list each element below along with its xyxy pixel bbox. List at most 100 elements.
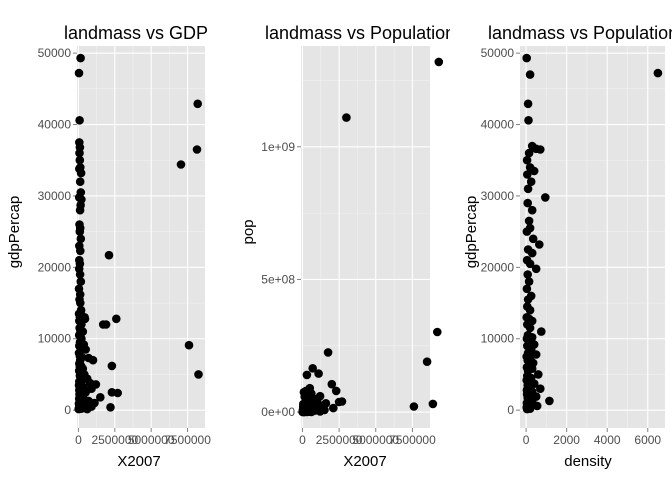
data-point xyxy=(82,404,92,414)
data-point xyxy=(176,160,186,169)
data-point xyxy=(75,270,85,279)
data-point xyxy=(523,184,533,194)
data-point xyxy=(535,240,544,249)
data-point xyxy=(525,305,535,315)
data-point xyxy=(522,155,532,165)
data-point xyxy=(428,399,438,409)
data-point xyxy=(106,403,115,412)
data-point xyxy=(329,403,338,413)
y-tick-label: 50000 xyxy=(38,46,72,60)
data-point xyxy=(523,270,532,279)
x-tick-label: 2500000 xyxy=(91,433,138,447)
data-point xyxy=(528,234,538,244)
data-point xyxy=(523,170,532,179)
x-tick-label: 7500000 xyxy=(389,433,436,447)
scatter-points xyxy=(522,53,663,414)
data-point xyxy=(75,155,85,165)
data-point xyxy=(104,250,114,260)
data-point xyxy=(537,327,546,336)
data-point xyxy=(523,198,532,208)
data-point xyxy=(88,355,98,365)
x-tick-label: 7500000 xyxy=(164,433,211,447)
y-tick-label: 0 xyxy=(507,403,514,417)
y-axis-label: gdpPercap xyxy=(6,196,23,269)
data-point xyxy=(184,340,194,350)
data-point xyxy=(409,402,419,411)
data-point xyxy=(76,168,86,178)
data-point xyxy=(307,407,316,417)
data-point xyxy=(76,234,86,244)
data-point xyxy=(76,246,85,256)
data-point xyxy=(531,264,541,274)
data-point xyxy=(526,177,536,186)
x-axis-label: density xyxy=(564,453,612,470)
x-tick-label: 0 xyxy=(299,433,306,447)
y-tick-label: 20000 xyxy=(481,260,515,274)
plot-background xyxy=(520,46,665,428)
y-tick-label: 0 xyxy=(64,403,71,417)
x-axis-label: X2007 xyxy=(117,453,160,470)
panel-density-vs-gdp: gdpPercap density 0100002000030000400005… xyxy=(463,23,672,470)
data-point xyxy=(524,148,534,158)
plot-background xyxy=(77,46,205,428)
data-point xyxy=(534,370,543,379)
x-axis-label: X2007 xyxy=(343,453,386,470)
data-point xyxy=(302,370,312,380)
data-point xyxy=(192,145,202,154)
data-point xyxy=(536,145,545,154)
data-point xyxy=(541,193,550,202)
data-point xyxy=(314,369,323,378)
data-point xyxy=(522,284,532,294)
x-tick-label: 2000 xyxy=(553,433,580,447)
data-point xyxy=(74,404,83,414)
data-point xyxy=(524,277,534,286)
data-point xyxy=(74,68,84,78)
data-point xyxy=(522,227,532,236)
x-tick-label: 5000000 xyxy=(352,433,399,447)
gridlines xyxy=(301,46,430,428)
data-point xyxy=(422,357,432,367)
data-point xyxy=(532,401,542,411)
data-point xyxy=(75,205,85,215)
data-point xyxy=(529,166,539,176)
data-point xyxy=(76,277,86,286)
data-point xyxy=(75,148,84,158)
y-tick-label: 0e+00 xyxy=(261,405,295,419)
x-tick-label: 0 xyxy=(75,433,82,447)
x-tick-label: 0 xyxy=(523,433,530,447)
scatter-points xyxy=(74,53,203,414)
data-point xyxy=(331,386,341,396)
data-point xyxy=(524,216,534,226)
panel-landmass-vs-gdp: gdpPercap X2007 0 10000 20000 30000 40000 500… xyxy=(6,23,211,470)
x-tick-label: 4000 xyxy=(594,433,621,447)
chart-title: landmass vs Population xyxy=(488,23,672,43)
data-point xyxy=(75,177,85,186)
data-point xyxy=(334,397,344,407)
x-tick-label: 5000000 xyxy=(128,433,175,447)
y-tick-label: 40000 xyxy=(38,118,72,132)
data-point xyxy=(525,259,535,269)
data-point xyxy=(653,68,663,78)
y-axis-label: gdpPercap xyxy=(463,196,480,269)
data-point xyxy=(76,53,85,63)
data-point xyxy=(101,320,111,329)
y-axis-label: pop xyxy=(240,219,257,244)
data-point xyxy=(536,384,545,394)
scatter-points xyxy=(298,57,444,417)
data-point xyxy=(76,298,85,308)
data-point xyxy=(299,407,309,417)
plot-background xyxy=(301,46,430,428)
data-point xyxy=(81,345,90,354)
data-point xyxy=(315,407,325,416)
data-point xyxy=(112,314,121,324)
data-point xyxy=(327,379,337,389)
y-tick-label: 30000 xyxy=(38,189,72,203)
data-point xyxy=(545,396,554,406)
chart-title: landmass vs Population xyxy=(265,23,455,43)
y-tick-label: 1e+09 xyxy=(261,140,295,154)
data-point xyxy=(524,116,533,125)
data-point xyxy=(75,227,85,236)
data-point xyxy=(193,99,202,109)
data-point xyxy=(433,327,442,337)
